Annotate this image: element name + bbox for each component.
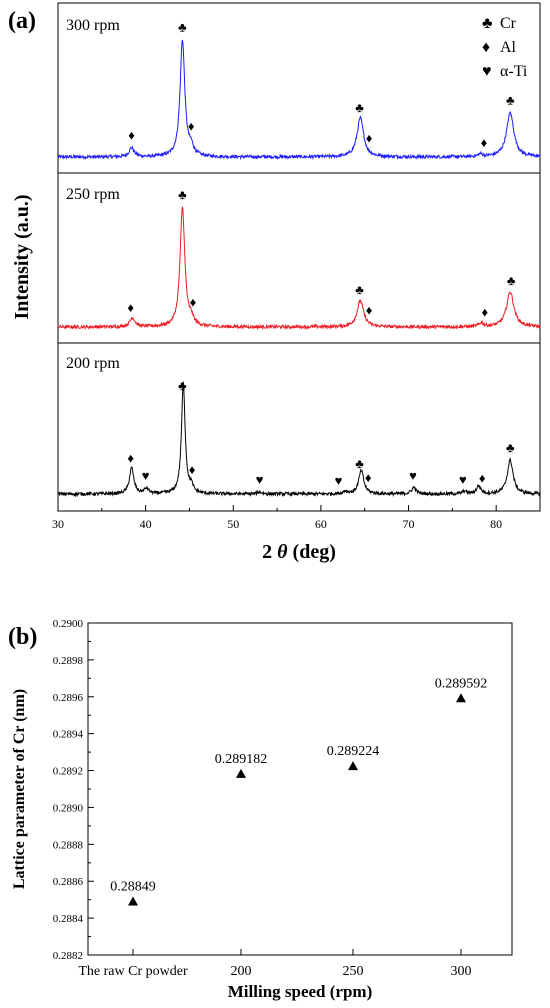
panel-a-label: (a) bbox=[8, 8, 36, 34]
legend: ♣ Cr ♦ Al ♥ α-Ti bbox=[482, 15, 528, 80]
x-category-label: 200 bbox=[231, 964, 252, 979]
peak-marker: ♦ bbox=[481, 135, 488, 150]
data-point bbox=[128, 896, 138, 906]
y-tick-label: 0.2884 bbox=[53, 913, 84, 925]
x-tick-label: 30 bbox=[52, 517, 64, 531]
y-tick-label: 0.2892 bbox=[53, 766, 83, 778]
x-axis-label-prefix: 2 bbox=[262, 541, 277, 563]
peak-marker: ♥ bbox=[256, 472, 264, 487]
x-axis-label-theta: θ bbox=[277, 541, 288, 563]
data-point bbox=[456, 693, 466, 703]
peak-marker: ♥ bbox=[459, 472, 467, 487]
peak-marker: ♥ bbox=[335, 473, 343, 488]
series-label-250: 250 rpm bbox=[66, 186, 120, 203]
data-point bbox=[348, 761, 358, 771]
peak-marker: ♦ bbox=[188, 118, 195, 133]
peak-marker: ♥ bbox=[409, 468, 417, 483]
peak-marker: ♦ bbox=[190, 295, 197, 310]
x-tick-label: 80 bbox=[490, 517, 502, 531]
peak-marker: ♦ bbox=[479, 471, 486, 486]
series-label-300: 300 rpm bbox=[66, 17, 120, 34]
peak-marker: ♣ bbox=[506, 440, 515, 455]
y-tick-label: 0.2890 bbox=[53, 802, 84, 814]
x-tick-label: 40 bbox=[140, 517, 152, 531]
x-category-label: The raw Cr powder bbox=[78, 964, 188, 979]
legend-label-cr: Cr bbox=[500, 15, 517, 32]
peak-marker: ♦ bbox=[189, 462, 196, 477]
x-tick-label: 50 bbox=[227, 517, 239, 531]
xrd-trace bbox=[57, 381, 541, 498]
data-label: 0.28849 bbox=[110, 880, 156, 895]
peak-marker: ♦ bbox=[127, 450, 134, 465]
x-category-label: 300 bbox=[451, 964, 472, 979]
peak-marker: ♦ bbox=[365, 470, 372, 485]
legend-symbol-cr: ♣ bbox=[482, 15, 493, 32]
legend-label-ti: α-Ti bbox=[500, 63, 528, 80]
x-axis-label-unit: (deg) bbox=[288, 541, 336, 563]
xrd-panel: (a) ♦♣♦♣♦ ♦♣♦♣♦♣♦ ♦♣♦♥♣♦♥ ♥♣♦ ♥ ♥ ♦♣ 30 40 50 60 7… bbox=[8, 2, 541, 563]
peak-marker: ♣ bbox=[178, 187, 187, 202]
lattice-y-axis-label: Lattice parameter of Cr (nm) bbox=[11, 689, 28, 889]
x-tick-label: 60 bbox=[315, 517, 327, 531]
peak-marker: ♣ bbox=[355, 456, 364, 471]
peak-marker: ♦ bbox=[481, 305, 488, 320]
data-label: 0.289224 bbox=[327, 744, 380, 759]
xrd-plot-frame bbox=[57, 2, 541, 512]
lattice-panel: (b) 0.2882 0.2884 0.2886 0.2888 0.2890 0.2892… bbox=[8, 618, 513, 1001]
peak-marker: ♣ bbox=[355, 100, 364, 115]
legend-symbol-ti: ♥ bbox=[482, 63, 492, 80]
y-tick-label: 0.2894 bbox=[53, 729, 84, 741]
peak-marker: ♣ bbox=[178, 378, 187, 393]
data-point bbox=[236, 768, 246, 778]
x-category-label: 250 bbox=[343, 964, 364, 979]
panel-b-label: (b) bbox=[8, 624, 37, 650]
peak-marker: ♣ bbox=[507, 273, 516, 288]
legend-symbol-al: ♦ bbox=[482, 39, 490, 56]
data-label: 0.289182 bbox=[215, 752, 268, 767]
peak-marker: ♦ bbox=[127, 300, 134, 315]
xrd-trace bbox=[57, 206, 541, 331]
x-tick-label: 70 bbox=[403, 517, 415, 531]
y-tick-label: 0.2900 bbox=[53, 618, 84, 630]
data-label: 0.289592 bbox=[435, 676, 488, 691]
peak-marker: ♦ bbox=[366, 303, 373, 318]
series-label-200: 200 rpm bbox=[66, 355, 120, 372]
y-tick-label: 0.2882 bbox=[53, 950, 83, 962]
peak-marker: ♦ bbox=[128, 128, 135, 143]
y-tick-label: 0.2896 bbox=[53, 692, 84, 704]
lattice-plot-frame bbox=[87, 622, 513, 956]
y-tick-label: 0.2886 bbox=[53, 876, 84, 888]
lattice-x-axis-label: Milling speed (rpm) bbox=[228, 982, 373, 1001]
peak-marker: ♣ bbox=[178, 19, 187, 34]
y-tick-label: 0.2898 bbox=[53, 655, 84, 667]
legend-label-al: Al bbox=[500, 39, 517, 56]
peak-marker: ♣ bbox=[506, 93, 515, 108]
xrd-x-axis-label: 2 θ (deg) bbox=[262, 541, 336, 563]
xrd-y-axis-label: Intensity (a.u.) bbox=[11, 194, 33, 319]
y-tick-label: 0.2888 bbox=[53, 839, 84, 851]
peak-marker: ♥ bbox=[142, 468, 150, 483]
xrd-trace bbox=[57, 39, 541, 161]
peak-marker: ♦ bbox=[366, 130, 373, 145]
peak-marker: ♣ bbox=[355, 282, 364, 297]
